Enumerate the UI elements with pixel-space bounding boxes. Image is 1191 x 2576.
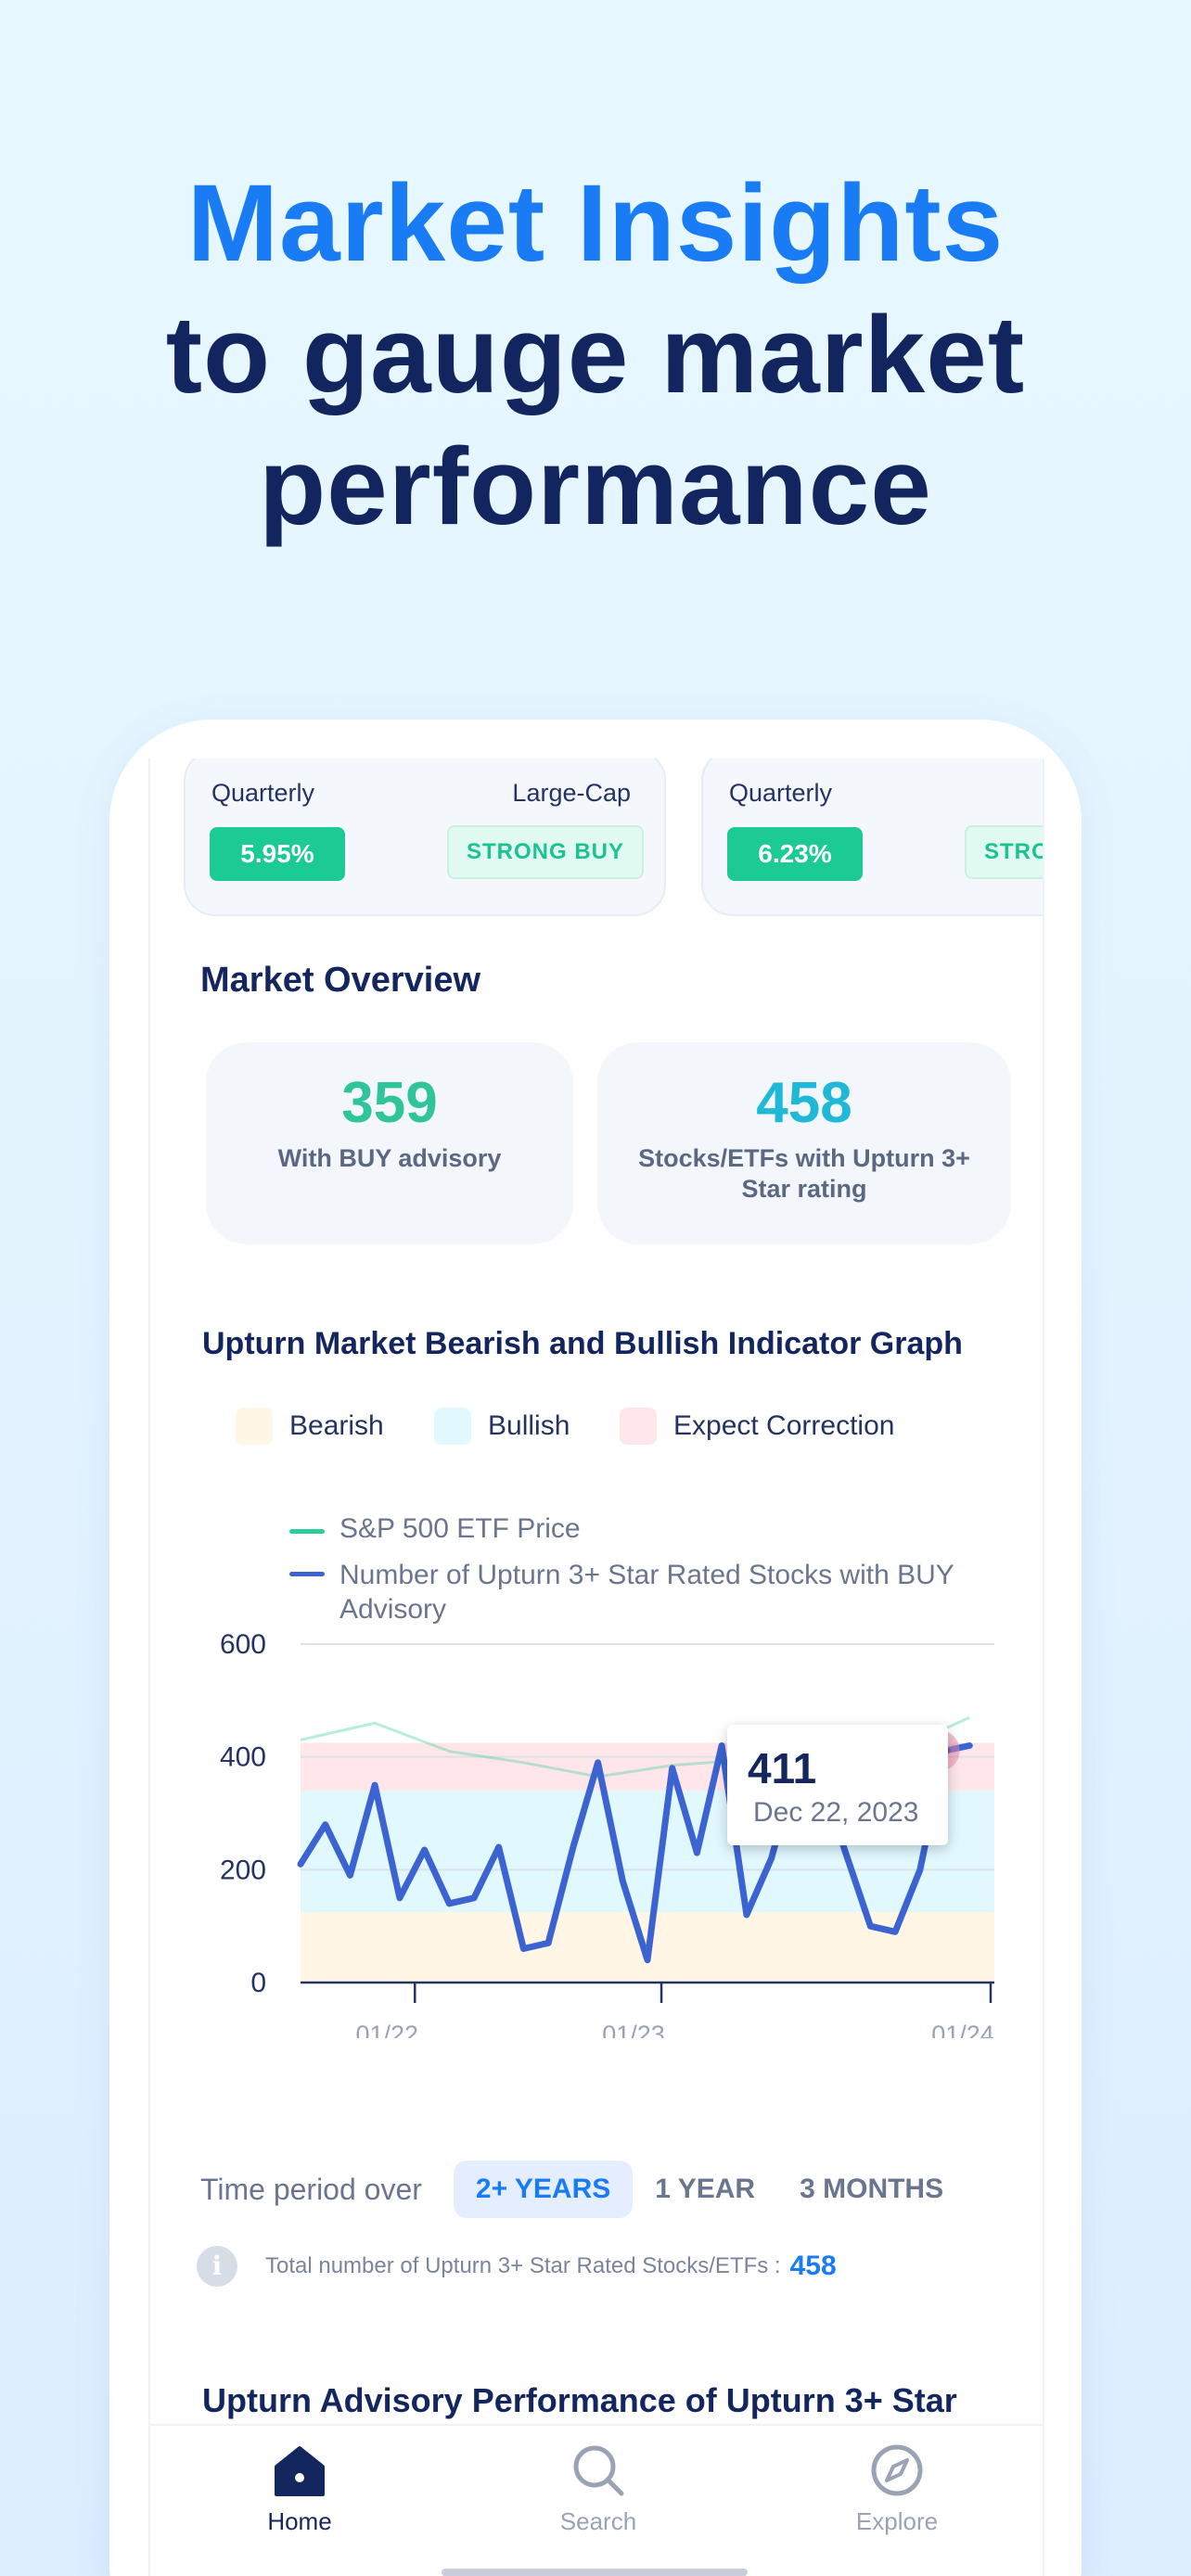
- home-icon: [275, 2446, 325, 2496]
- stock-card[interactable]: Quarterly 6.23% STRONG BUY: [701, 759, 1043, 916]
- x-tick-label: 01/22: [355, 2021, 418, 2038]
- stock-card-rating: STRONG BUY: [447, 825, 644, 879]
- compass-icon: [871, 2444, 923, 2496]
- tab-label: Home: [267, 2507, 332, 2535]
- y-tick-label: 400: [220, 1742, 266, 1773]
- tooltip-value: 411: [748, 1744, 817, 1792]
- legend-bullish: Bullish: [434, 1408, 570, 1445]
- y-tick-label: 0: [250, 1968, 266, 1998]
- period-option-1y[interactable]: 1 YEAR: [655, 2174, 756, 2204]
- total-value: 458: [789, 2251, 837, 2281]
- advisory-performance-title: Upturn Advisory Performance of Upturn 3+…: [202, 2381, 957, 2419]
- legend-label: Bearish: [289, 1410, 384, 1441]
- headline: Market Insights to gauge market performa…: [0, 158, 1191, 553]
- market-overview-title: Market Overview: [200, 961, 481, 1000]
- swatch-bearish: [236, 1408, 273, 1445]
- y-tick-label: 200: [220, 1855, 266, 1885]
- headline-line-2: to gauge market: [165, 294, 1026, 416]
- legend-label: Bullish: [488, 1410, 570, 1441]
- stock-card-period: Quarterly: [211, 779, 315, 807]
- total-label: Total number of Upturn 3+ Star Rated Sto…: [265, 2253, 781, 2278]
- stat-label: Stocks/ETFs with Upturn 3+ Star rating: [638, 1144, 970, 1203]
- stat-value: 359: [341, 1071, 438, 1135]
- tooltip-date: Dec 22, 2023: [753, 1797, 919, 1828]
- legend-expect-correction: Expect Correction: [620, 1408, 894, 1445]
- y-tick-label: 600: [220, 1630, 266, 1660]
- stock-card-return: 6.23%: [727, 827, 863, 881]
- stat-card-buy[interactable]: 359 With BUY advisory: [206, 1042, 573, 1244]
- graph-title: Upturn Market Bearish and Bullish Indica…: [202, 1326, 963, 1361]
- legend-label: Expect Correction: [673, 1410, 895, 1441]
- line-legend-label: S&P 500 ETF Price: [339, 1513, 581, 1544]
- tab-label: Search: [559, 2507, 637, 2535]
- stock-card-cap: Large-Cap: [512, 779, 631, 807]
- stock-card-period: Quarterly: [729, 779, 833, 807]
- tab-home[interactable]: Home: [150, 2426, 449, 2576]
- line-legend-upturn: Number of Upturn 3+ Star Rated Stocks wi…: [289, 1558, 957, 1626]
- app-screen: Quarterly Large-Cap 5.95% STRONG BUY Qua…: [148, 759, 1044, 2576]
- chart-tooltip: 411 Dec 22, 2023: [727, 1725, 948, 1845]
- tab-explore[interactable]: Explore: [748, 2426, 1043, 2576]
- swatch-bullish: [434, 1408, 471, 1445]
- x-tick-label: 01/23: [602, 2021, 665, 2038]
- swatch-expect-correction: [620, 1408, 657, 1445]
- total-rated: i Total number of Upturn 3+ Star Rated S…: [197, 2246, 837, 2287]
- period-option-3m[interactable]: 3 MONTHS: [800, 2174, 944, 2204]
- sp500-line-swatch: [289, 1529, 325, 1534]
- period-label: Time period over: [200, 2172, 422, 2206]
- home-indicator: [442, 2569, 748, 2576]
- headline-line-1: Market Insights: [186, 162, 1005, 285]
- legend-bearish: Bearish: [236, 1408, 384, 1445]
- period-selector: Time period over 2+ YEARS 1 YEAR 3 MONTH…: [200, 2161, 966, 2218]
- line-legend-label: Number of Upturn 3+ Star Rated Stocks wi…: [339, 1560, 954, 1625]
- tab-bar: Home Search Explore: [150, 2424, 1043, 2576]
- stock-card[interactable]: Quarterly Large-Cap 5.95% STRONG BUY: [184, 759, 666, 916]
- stock-card-return: 5.95%: [210, 827, 345, 881]
- search-icon: [573, 2445, 624, 2496]
- upturn-line: [297, 1742, 973, 1964]
- stat-value: 458: [756, 1071, 852, 1135]
- x-tick-label: 01/24: [931, 2021, 994, 2038]
- headline-line-3: performance: [259, 426, 932, 548]
- stat-card-rated[interactable]: 458 Stocks/ETFs with Upturn 3+ Star rati…: [597, 1042, 1011, 1244]
- upturn-line-swatch: [289, 1572, 325, 1576]
- line-legend-sp500: S&P 500 ETF Price: [289, 1513, 581, 1545]
- period-option-2y[interactable]: 2+ YEARS: [453, 2161, 634, 2218]
- stat-label: With BUY advisory: [277, 1144, 502, 1172]
- tab-label: Explore: [855, 2507, 939, 2535]
- tab-search[interactable]: Search: [449, 2426, 748, 2576]
- info-icon[interactable]: i: [197, 2246, 237, 2287]
- stock-card-rating: STRONG BUY: [965, 825, 1043, 879]
